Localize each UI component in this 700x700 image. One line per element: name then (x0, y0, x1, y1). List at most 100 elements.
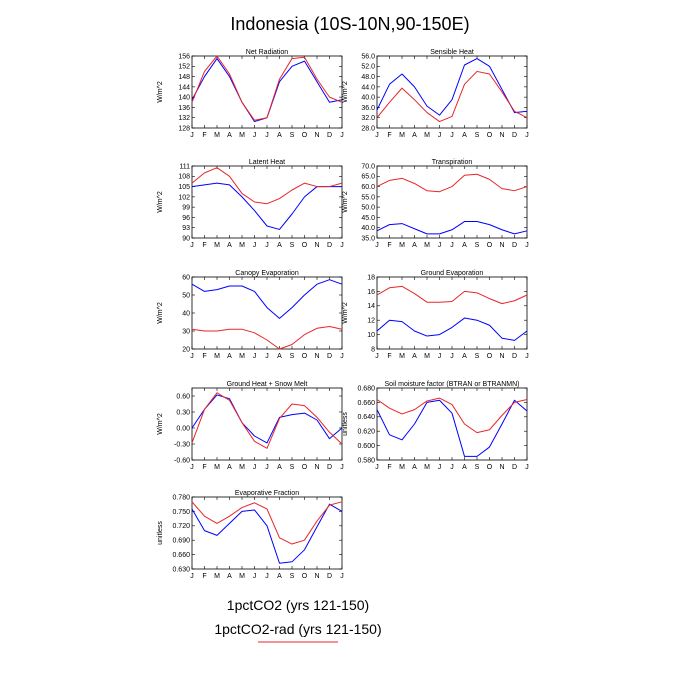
x-tick-label: A (227, 573, 232, 580)
x-tick-label: J (340, 573, 344, 580)
x-tick-label: O (487, 132, 493, 139)
y-tick-label: 99 (182, 205, 190, 212)
x-tick-label: M (214, 132, 220, 139)
y-tick-label: 0.680 (357, 385, 375, 392)
x-tick-label: N (499, 242, 504, 249)
x-tick-label: J (340, 464, 344, 471)
x-tick-label: O (302, 132, 308, 139)
x-tick-label: A (227, 464, 232, 471)
panel-frame (191, 496, 343, 570)
y-tick-label: 65.0 (361, 174, 375, 181)
x-tick-label: A (462, 353, 467, 360)
x-tick-label: D (327, 242, 332, 249)
y-tick-label: 152 (178, 64, 190, 71)
x-tick-label: D (512, 242, 517, 249)
x-tick-label: J (525, 242, 529, 249)
x-tick-label: J (253, 573, 257, 580)
x-tick-label: M (399, 353, 405, 360)
x-tick-label: A (277, 132, 282, 139)
series-line-b (376, 397, 528, 434)
x-tick-label: J (265, 242, 269, 249)
x-tick-label: M (214, 353, 220, 360)
y-axis-label: W/m^2 (157, 302, 164, 324)
y-tick-label: 36.0 (361, 105, 375, 112)
y-tick-label: 48.0 (361, 74, 375, 81)
x-tick-label: S (290, 464, 295, 471)
legend: 1pctCO2 (yrs 121-150) 1pctCO2-rad (yrs 1… (214, 597, 382, 643)
y-tick-label: 52.0 (361, 64, 375, 71)
x-tick-label: A (412, 353, 417, 360)
x-tick-label: A (462, 464, 467, 471)
x-tick-label: A (412, 464, 417, 471)
series-line-a (191, 58, 343, 123)
x-tick-label: J (265, 573, 269, 580)
y-tick-label: 60.0 (361, 184, 375, 191)
x-tick-label: A (462, 242, 467, 249)
x-tick-label: S (475, 132, 480, 139)
x-tick-label: J (190, 132, 194, 139)
panel-title: Ground Heat + Snow Melt (227, 381, 308, 388)
x-tick-label: M (424, 464, 430, 471)
series-line-b (191, 392, 343, 449)
x-tick-label: J (438, 132, 442, 139)
x-tick-label: S (290, 353, 295, 360)
series-line-b (376, 173, 528, 193)
x-tick-label: F (202, 353, 206, 360)
y-tick-label: 30 (182, 328, 190, 335)
x-tick-label: F (202, 242, 206, 249)
y-tick-label: 0.660 (172, 552, 190, 559)
y-tick-label: 0.750 (172, 509, 190, 516)
x-tick-label: M (399, 464, 405, 471)
panels: Net RadiationW/m^21281321361401441481521… (157, 49, 529, 580)
panel-title: Latent Heat (249, 159, 285, 166)
x-tick-label: F (387, 132, 391, 139)
x-tick-label: J (253, 132, 257, 139)
x-tick-label: M (214, 464, 220, 471)
legend-label-a: 1pctCO2 (yrs 121-150) (227, 597, 369, 613)
y-tick-label: 0.600 (357, 443, 375, 450)
x-tick-label: A (227, 132, 232, 139)
x-tick-label: A (277, 573, 282, 580)
x-tick-label: J (525, 132, 529, 139)
x-tick-label: J (525, 464, 529, 471)
y-tick-label: 0.30 (176, 409, 190, 416)
x-tick-label: J (375, 464, 379, 471)
y-tick-label: -0.30 (174, 441, 190, 448)
x-tick-label: M (239, 353, 245, 360)
y-tick-label: 0.00 (176, 425, 190, 432)
x-tick-label: J (525, 353, 529, 360)
panel-3: Transpiration W/m^2 35.0 40.0 45.0 50.0 55.0 60… (342, 159, 529, 249)
x-tick-label: M (214, 573, 220, 580)
x-tick-label: S (290, 242, 295, 249)
y-axis-label: W/m^2 (157, 81, 164, 103)
x-tick-label: F (387, 464, 391, 471)
series-line-a (376, 221, 528, 235)
y-tick-label: 40.0 (361, 95, 375, 102)
panel-title: Net Radiation (246, 49, 289, 56)
x-tick-label: D (512, 132, 517, 139)
x-tick-label: A (412, 242, 417, 249)
panel-frame (376, 387, 528, 461)
panel-7: Soil moisture factor (BTRAN or BTRANMN) u… (342, 381, 529, 471)
panel-title: Ground Evaporation (421, 270, 484, 277)
x-tick-label: J (438, 464, 442, 471)
panel-8: Evaporative Fraction unitless 0.630 0.660 0.… (157, 490, 344, 580)
x-tick-label: A (227, 353, 232, 360)
x-tick-label: O (302, 464, 308, 471)
x-tick-label: J (253, 353, 257, 360)
figure-title: Indonesia (10S-10N,90-150E) (230, 14, 469, 34)
x-tick-label: N (314, 242, 319, 249)
y-axis-label: W/m^2 (342, 81, 349, 103)
x-tick-label: S (475, 464, 480, 471)
panel-frame (376, 165, 528, 239)
series-line-b (191, 55, 343, 121)
series-line-a (376, 317, 528, 341)
x-tick-label: J (190, 242, 194, 249)
y-tick-label: 55.0 (361, 194, 375, 201)
y-tick-label: 0.720 (172, 523, 190, 530)
panel-1: Sensible Heat W/m^2 28.0 32.0 36.0 40.0 44.0 48… (342, 49, 529, 139)
y-tick-label: 132 (178, 115, 190, 122)
panel-title: Canopy Evaporation (235, 270, 299, 277)
y-tick-label: 20 (182, 346, 190, 353)
